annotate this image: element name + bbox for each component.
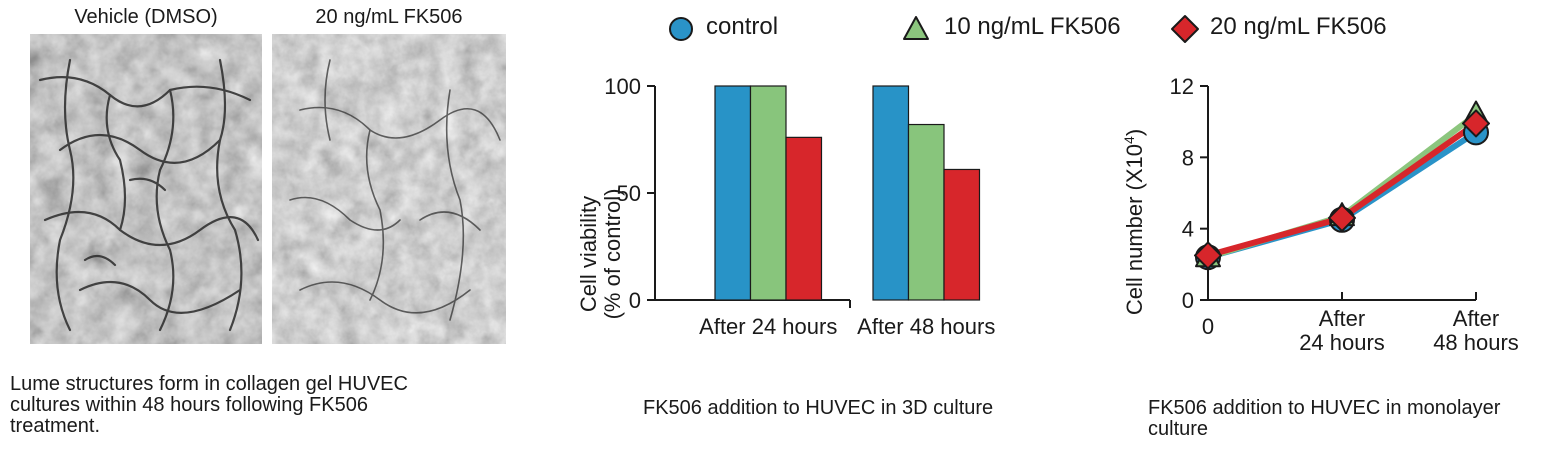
line-point-diamond [1194,241,1222,270]
circle-icon [669,17,693,41]
line-y-tick-label: 12 [1170,74,1194,99]
bar-x-tick-label: After 24 hours [699,314,837,339]
line-chart-caption: FK506 addition to HUVEC in monolayer cul… [1148,398,1558,440]
bar-ylabel-line: (% of control) [600,189,625,320]
line-x-tick-label: 0 [1202,314,1214,339]
line-y-tick-label: 4 [1182,217,1194,242]
ylabel-main: Cell number (X10 [1122,144,1147,315]
micrograph-right-label: 20 ng/mL FK506 [315,6,463,28]
micrograph-left-label: Vehicle (DMSO) [74,6,218,28]
legend-marker [1171,15,1199,43]
micrograph-vehicle [30,34,262,344]
line-point-diamond [1462,109,1490,138]
legend-label-10ng: 10 ng/mL FK506 [944,13,1121,40]
triangle-icon [903,16,929,40]
line-point-diamond [1328,203,1356,232]
bar-chart-bars [714,85,981,301]
caption-line: cultures within 48 hours following FK506 [10,394,368,416]
line-x-tick-label: After [1453,306,1499,331]
legend-label-20ng: 20 ng/mL FK506 [1210,13,1387,40]
diamond-icon [1171,15,1199,43]
caption-line: culture [1148,418,1209,440]
line-y-tick-label: 0 [1182,288,1194,313]
bar-chart-y-ticks: 0 50 100 [604,74,655,313]
bar-y-tick-label: 0 [629,288,641,313]
bar-20ng-24h [785,136,823,301]
line-chart-series [1194,100,1490,271]
caption-line: treatment. [10,415,101,437]
ylabel-close: ) [1122,129,1147,136]
bar-y-tick-label: 100 [604,74,641,99]
bar-x-tick-label: After 48 hours [857,314,995,339]
line-chart-y-axis-title: Cell number (X104) [1121,129,1147,315]
bar-ylabel-line: Cell viability [576,196,601,312]
bar-chart-x-labels: After 24 hours After 48 hours [699,300,995,339]
legend-label-control: control [706,13,779,40]
caption-line: FK506 addition to HUVEC in monolayer [1148,397,1501,419]
legend: control 10 ng/mL FK506 20 ng/mL FK506 [666,12,1426,46]
bar-y-tick-label: 50 [617,181,641,206]
micrograph-images [30,34,506,344]
bar-chart-caption: FK506 addition to HUVEC in 3D culture [643,397,994,419]
line-x-tick-label: After [1319,306,1365,331]
bar-10ng-48h [907,123,945,301]
line-y-tick-label: 8 [1182,145,1194,170]
bar-chart-y-axis-title: Cell viability (% of control) [576,189,625,320]
viability-bar-chart: Cell viability (% of control) 0 50 100 Aft… [576,74,995,339]
line-x-tick-label: 48 hours [1433,330,1519,355]
legend-marker [669,17,693,41]
line-chart-y-ticks: 0 4 8 12 [1170,74,1208,313]
bar-10ng-24h [749,85,787,301]
line-x-tick-label: 24 hours [1299,330,1385,355]
line-series-triangle [1207,112,1478,261]
caption-line: Lume structures form in collagen gel HUV… [10,373,408,395]
ylabel-superscript: 4 [1121,136,1137,144]
micrograph-caption: Lume structures form in collagen gel HUV… [10,374,530,437]
legend-marker [903,16,929,40]
bar-control-48h [872,85,910,301]
line-chart-axes [1207,86,1476,301]
bar-20ng-48h [943,168,981,301]
bar-control-24h [714,85,752,301]
micrograph-fk506 [272,34,506,344]
